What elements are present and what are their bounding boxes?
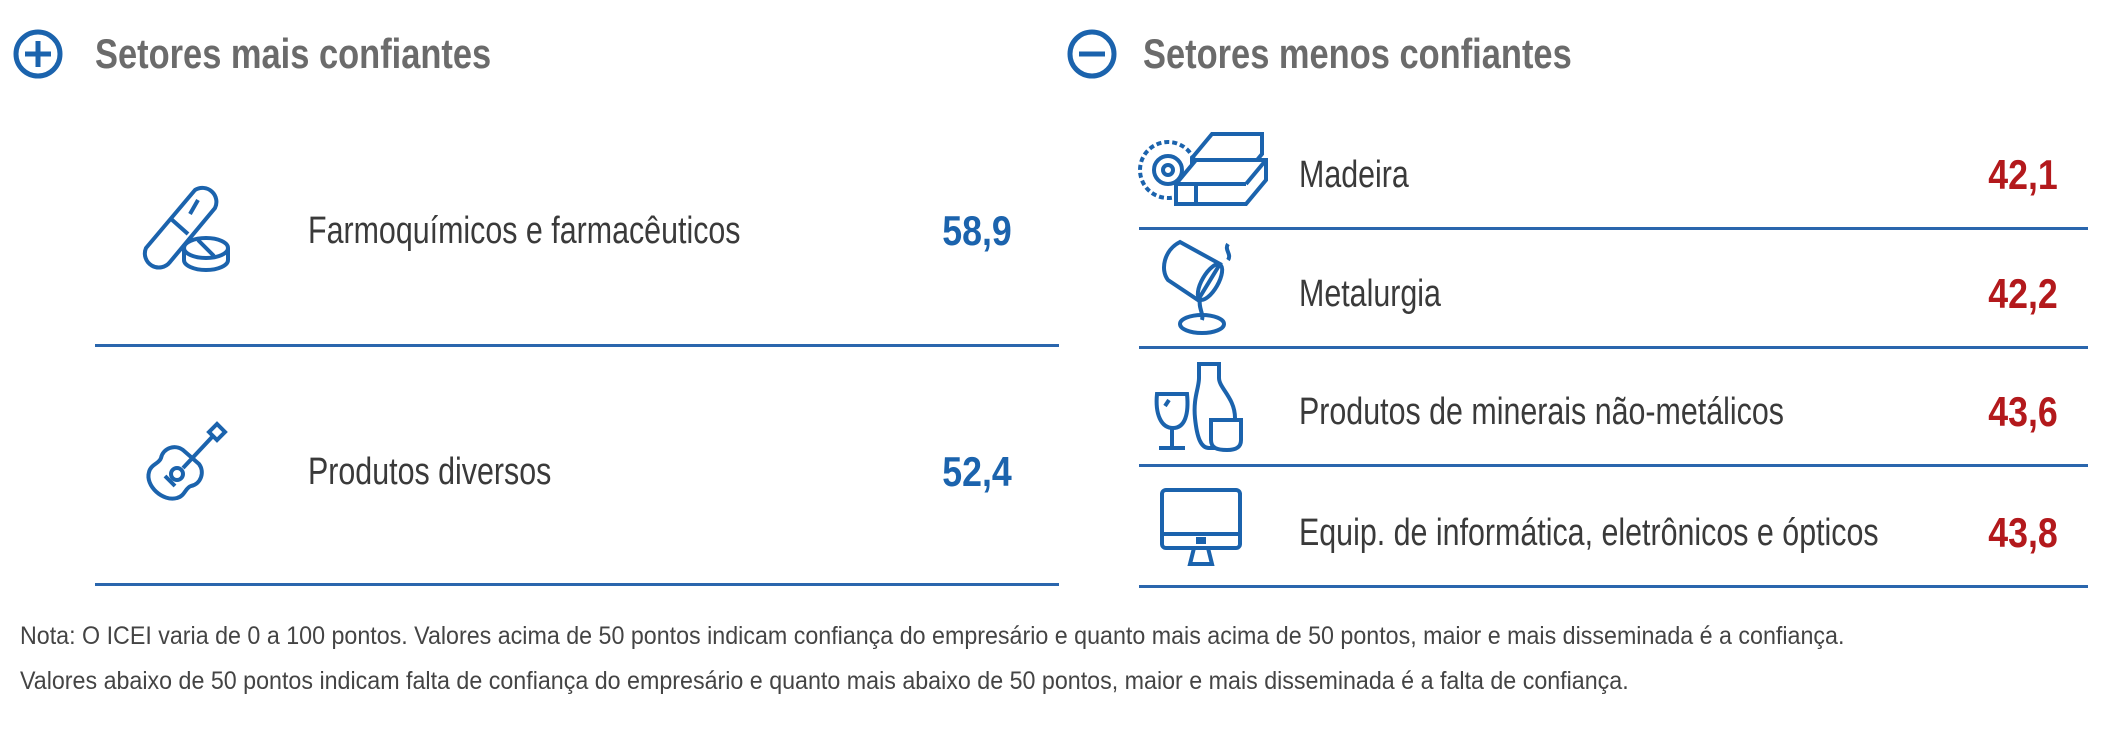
sector-value: 42,1 bbox=[1988, 151, 2058, 198]
minus-circle-icon bbox=[1067, 29, 1117, 79]
pouring-bucket-icon bbox=[1162, 239, 1232, 335]
glassware-icon bbox=[1154, 362, 1243, 453]
divider bbox=[1139, 227, 2088, 230]
plus-circle-icon bbox=[13, 29, 63, 79]
sector-label: Produtos de minerais não-metálicos bbox=[1299, 391, 1784, 433]
sector-value: 43,8 bbox=[1988, 509, 2058, 556]
sector-value: 58,9 bbox=[942, 207, 1012, 254]
sector-value: 42,2 bbox=[1988, 270, 2058, 317]
sector-label: Farmoquímicos e farmacêuticos bbox=[308, 210, 741, 252]
sector-value: 43,6 bbox=[1988, 388, 2058, 435]
section-title-most-confident: Setores mais confiantes bbox=[95, 30, 492, 77]
divider bbox=[95, 583, 1059, 586]
footnote-line-1: Nota: O ICEI varia de 0 a 100 pontos. Va… bbox=[20, 622, 1845, 650]
footnote-line-2: Valores abaixo de 50 pontos indicam falt… bbox=[20, 667, 1629, 695]
divider bbox=[95, 344, 1059, 347]
sector-label: Madeira bbox=[1299, 154, 1409, 196]
divider bbox=[1139, 464, 2088, 467]
guitar-icon bbox=[146, 421, 228, 501]
divider bbox=[1139, 585, 2088, 588]
monitor-icon bbox=[1160, 488, 1242, 566]
sector-value: 52,4 bbox=[942, 448, 1012, 495]
sector-label: Equip. de informática, eletrônicos e ópt… bbox=[1299, 512, 1879, 554]
sector-label: Produtos diversos bbox=[308, 451, 552, 493]
section-title-least-confident: Setores menos confiantes bbox=[1143, 30, 1572, 77]
divider bbox=[1139, 346, 2088, 349]
pill-icon bbox=[142, 185, 230, 272]
saw-wood-icon bbox=[1138, 132, 1268, 206]
sector-label: Metalurgia bbox=[1299, 273, 1441, 315]
